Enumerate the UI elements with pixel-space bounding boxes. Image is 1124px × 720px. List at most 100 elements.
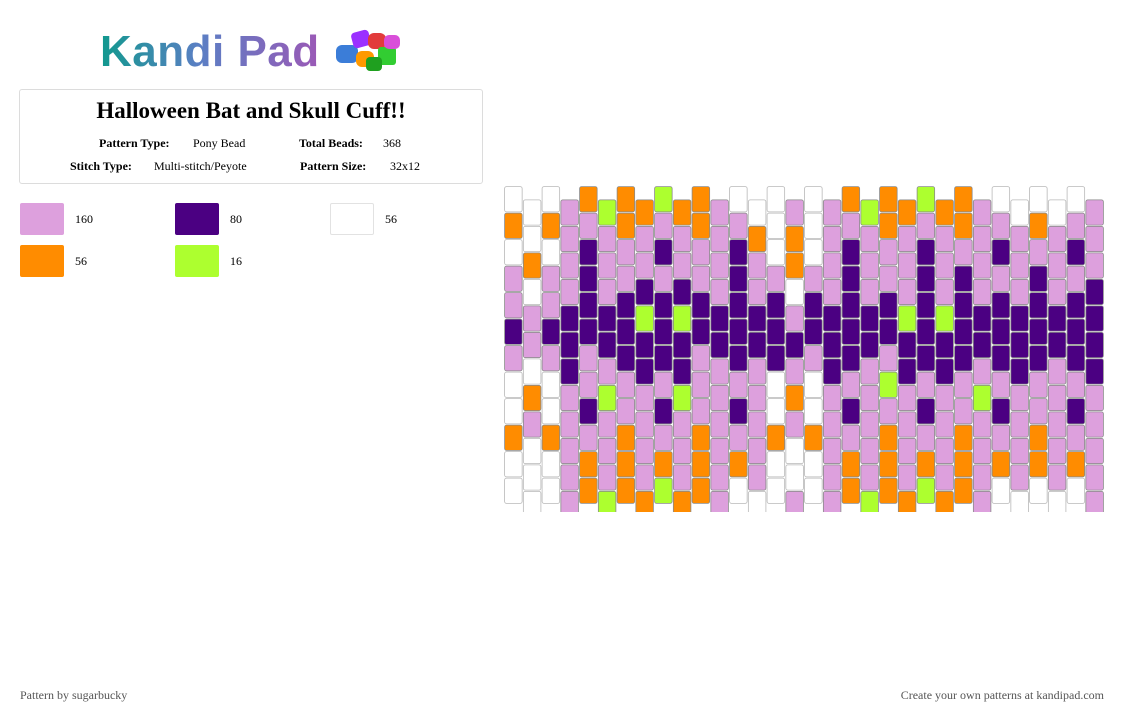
bead bbox=[1029, 212, 1048, 239]
bead-pattern-grid bbox=[504, 186, 1104, 512]
bead bbox=[785, 252, 804, 279]
bead bbox=[897, 225, 917, 253]
bead bbox=[860, 278, 879, 306]
bead bbox=[710, 252, 729, 279]
total-beads-label: Total Beads: bbox=[299, 136, 363, 150]
bead bbox=[541, 477, 561, 504]
kandi-pad-logo[interactable]: Kandi Pad bbox=[100, 24, 410, 80]
bead bbox=[597, 278, 617, 306]
bead bbox=[954, 212, 973, 239]
bead bbox=[766, 371, 786, 398]
bead bbox=[560, 305, 579, 332]
bead bbox=[672, 278, 692, 306]
bead bbox=[560, 411, 579, 438]
bead bbox=[972, 384, 992, 412]
bead bbox=[729, 186, 748, 213]
bead bbox=[522, 225, 542, 253]
bead bbox=[954, 477, 973, 504]
bead bbox=[1085, 437, 1104, 465]
bead bbox=[916, 318, 936, 345]
bead bbox=[972, 225, 992, 253]
bead bbox=[1085, 411, 1104, 438]
bead bbox=[654, 345, 673, 372]
bead bbox=[860, 252, 879, 279]
bead bbox=[1010, 411, 1029, 438]
pattern-size-label: Pattern Size: bbox=[300, 159, 367, 173]
swatch-lime bbox=[175, 245, 219, 277]
bead bbox=[710, 278, 729, 306]
bead bbox=[804, 371, 823, 398]
bead bbox=[860, 437, 879, 465]
bead bbox=[1010, 437, 1029, 465]
bead bbox=[691, 345, 711, 372]
bead bbox=[1066, 345, 1086, 372]
bead bbox=[579, 212, 598, 239]
bead bbox=[841, 212, 861, 239]
bead bbox=[991, 424, 1011, 451]
bead bbox=[972, 278, 992, 306]
bead bbox=[747, 464, 767, 491]
bead bbox=[579, 398, 598, 425]
bead bbox=[616, 212, 636, 239]
bead bbox=[935, 464, 954, 491]
bead bbox=[616, 265, 636, 292]
kandipad-link[interactable]: Create your own patterns at kandipad.com bbox=[900, 688, 1104, 702]
bead bbox=[916, 371, 936, 398]
bead bbox=[766, 318, 786, 345]
bead bbox=[597, 225, 617, 253]
bead bbox=[729, 371, 748, 398]
bead bbox=[560, 331, 579, 359]
bead bbox=[1029, 265, 1048, 292]
bead bbox=[729, 345, 748, 372]
bead bbox=[1010, 384, 1029, 412]
bead bbox=[522, 278, 542, 306]
bead bbox=[841, 398, 861, 425]
bead bbox=[804, 212, 823, 239]
bead bbox=[804, 398, 823, 425]
bead bbox=[616, 371, 636, 398]
bead bbox=[879, 212, 898, 239]
bead bbox=[654, 239, 673, 266]
bead bbox=[1010, 252, 1029, 279]
bead bbox=[504, 186, 523, 213]
pattern-info-card: Halloween Bat and Skull Cuff!! Pattern T… bbox=[19, 89, 483, 184]
bead bbox=[785, 278, 804, 306]
bead bbox=[672, 331, 692, 359]
bead bbox=[766, 212, 786, 239]
bead bbox=[522, 411, 542, 438]
bead bbox=[860, 225, 879, 253]
bead bbox=[879, 371, 898, 398]
bead bbox=[1029, 424, 1048, 451]
bead bbox=[897, 278, 917, 306]
bead bbox=[616, 424, 636, 451]
bead bbox=[729, 212, 748, 239]
bead bbox=[916, 451, 936, 478]
bead bbox=[804, 477, 823, 504]
bead bbox=[954, 239, 973, 266]
bead bbox=[729, 477, 748, 504]
swatch-white bbox=[330, 203, 374, 235]
bead bbox=[954, 265, 973, 292]
bead bbox=[672, 305, 692, 332]
bead bbox=[897, 358, 917, 385]
bead bbox=[1085, 358, 1104, 385]
bead bbox=[897, 490, 917, 512]
bead bbox=[560, 384, 579, 412]
bead bbox=[841, 424, 861, 451]
bead bbox=[897, 384, 917, 412]
bead bbox=[804, 318, 823, 345]
bead bbox=[504, 292, 523, 319]
swatch-light-purple bbox=[20, 203, 64, 235]
bead bbox=[747, 437, 767, 465]
bead bbox=[691, 212, 711, 239]
bead bbox=[541, 318, 561, 345]
bead bbox=[541, 424, 561, 451]
bead bbox=[1010, 358, 1029, 385]
bead bbox=[579, 424, 598, 451]
bead bbox=[1085, 464, 1104, 491]
bead bbox=[935, 278, 954, 306]
bead bbox=[691, 424, 711, 451]
bead bbox=[897, 252, 917, 279]
bead bbox=[597, 199, 617, 226]
bead bbox=[597, 305, 617, 332]
